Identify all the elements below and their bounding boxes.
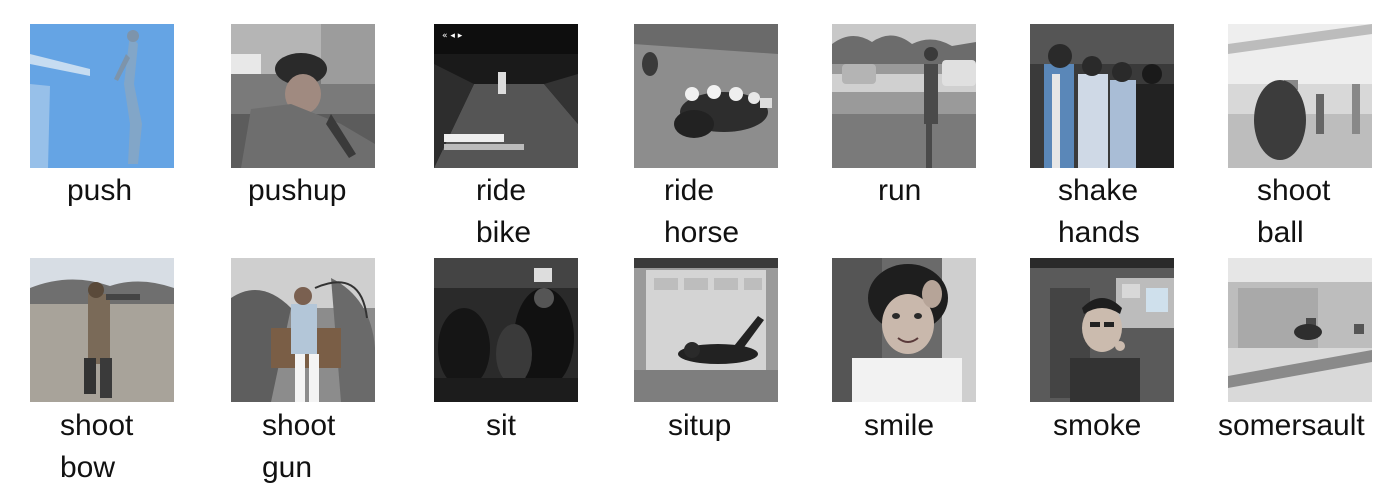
- pushup-label: pushup: [248, 170, 346, 212]
- shake-hands-label-line1: shake: [1058, 174, 1139, 207]
- run-label: run: [878, 170, 921, 212]
- somersault-thumbnail: [1228, 258, 1372, 402]
- ride-horse-label: ride horse: [664, 170, 739, 254]
- ride-bike-label-line2: bike: [476, 216, 532, 249]
- smoke-thumbnail: [1030, 258, 1174, 402]
- push-label: push: [67, 170, 132, 212]
- push-label-line1: push: [67, 174, 133, 207]
- pushup-thumbnail: [231, 24, 375, 168]
- run-thumbnail: [832, 24, 976, 168]
- situp-thumbnail: [634, 258, 778, 402]
- shoot-ball-label: shoot ball: [1257, 170, 1330, 254]
- shoot-gun-thumbnail: [231, 258, 375, 402]
- situp-label: situp: [668, 405, 731, 447]
- smile-label-line1: smile: [864, 409, 935, 442]
- smile-label: smile: [864, 405, 934, 447]
- shoot-gun-label: shoot gun: [262, 405, 335, 489]
- somersault-label-line1: somersault: [1218, 409, 1365, 442]
- ride-horse-thumbnail: [634, 24, 778, 168]
- shoot-gun-label-line2: gun: [262, 451, 313, 484]
- shoot-bow-thumbnail: [30, 258, 174, 402]
- run-label-line1: run: [878, 174, 922, 207]
- somersault-label: somersault: [1218, 405, 1365, 447]
- shoot-bow-label-line1: shoot: [60, 409, 134, 442]
- shoot-ball-thumbnail: [1228, 24, 1372, 168]
- push-thumbnail: [30, 24, 174, 168]
- smoke-label: smoke: [1053, 405, 1141, 447]
- shoot-ball-label-line2: ball: [1257, 216, 1304, 249]
- ride-bike-label-line1: ride: [476, 174, 527, 207]
- shake-hands-label: shake hands: [1058, 170, 1140, 254]
- svg-text:« ◂ ▸: « ◂ ▸: [442, 31, 463, 41]
- sit-thumbnail: [434, 258, 578, 402]
- sit-label-line1: sit: [486, 409, 516, 442]
- shake-hands-label-line2: hands: [1058, 216, 1140, 249]
- ride-bike-label: ride bike: [476, 170, 531, 254]
- shake-hands-thumbnail: [1030, 24, 1174, 168]
- ride-horse-label-line2: horse: [664, 216, 740, 249]
- shoot-ball-label-line1: shoot: [1257, 174, 1331, 207]
- smile-thumbnail: [832, 258, 976, 402]
- ride-bike-thumbnail: « ◂ ▸: [434, 24, 578, 168]
- shoot-bow-label-line2: bow: [60, 451, 116, 484]
- situp-label-line1: situp: [668, 409, 732, 442]
- sit-label: sit: [486, 405, 516, 447]
- smoke-label-line1: smoke: [1053, 409, 1142, 442]
- pushup-label-line1: pushup: [248, 174, 347, 207]
- shoot-bow-label: shoot bow: [60, 405, 133, 489]
- ride-horse-label-line1: ride: [664, 174, 715, 207]
- shoot-gun-label-line1: shoot: [262, 409, 336, 442]
